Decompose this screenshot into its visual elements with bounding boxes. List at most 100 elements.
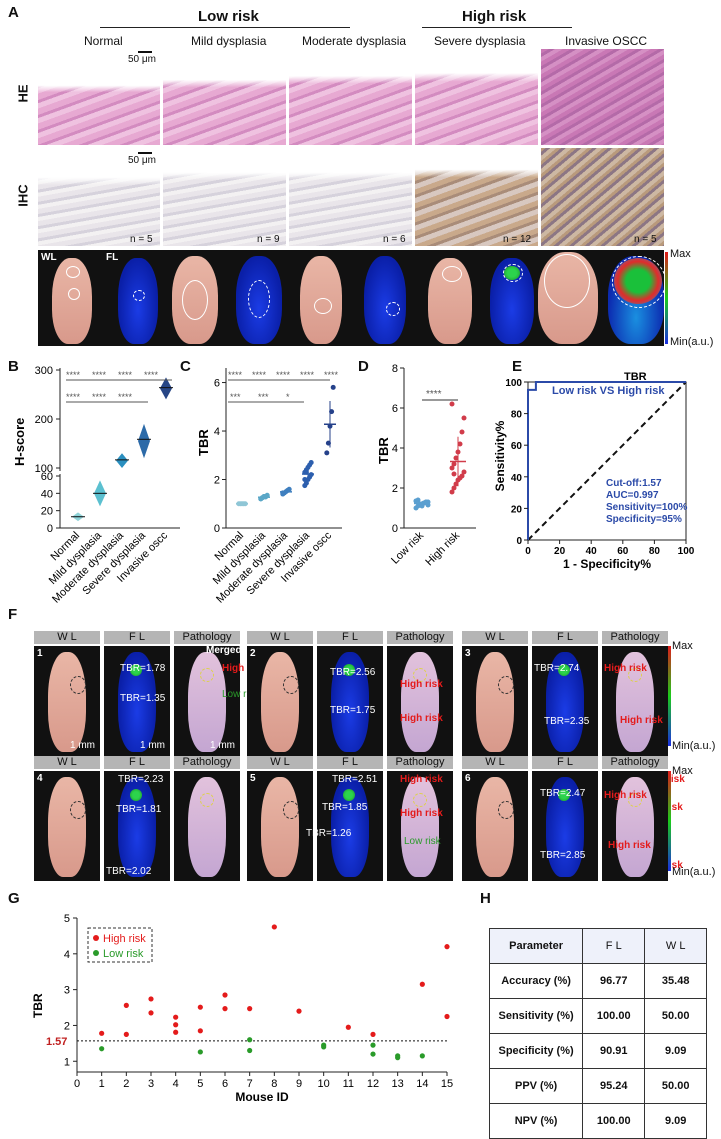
chart-g-point bbox=[123, 1031, 129, 1037]
metrics-table: Parameter F L W L Accuracy (%) 96.77 35.48… bbox=[488, 928, 707, 1139]
chart-c-tick-label: 0 bbox=[214, 523, 220, 535]
chart-g-point bbox=[173, 1014, 179, 1020]
chart-c-point bbox=[286, 486, 292, 492]
chart-e-ytick-label: 80 bbox=[511, 410, 523, 421]
ihc-image-invasive bbox=[541, 148, 664, 246]
chart-g-point bbox=[419, 981, 425, 987]
chart-g-xtick-label: 5 bbox=[197, 1078, 203, 1090]
wl-lesion-circle bbox=[498, 676, 514, 694]
chart-d-point bbox=[413, 498, 419, 504]
pathology-header: Pathology bbox=[387, 631, 453, 644]
chart-e-diagonal bbox=[527, 381, 687, 541]
chart-g-point bbox=[197, 1049, 203, 1055]
pathology-header: Pathology bbox=[387, 756, 453, 769]
colorbar-a bbox=[665, 252, 668, 344]
table-cell: NPV (%) bbox=[488, 1103, 584, 1139]
chart-g-point bbox=[271, 924, 277, 930]
chart-c-point bbox=[302, 477, 308, 483]
chart-g-point bbox=[123, 1002, 129, 1008]
chart-g-point bbox=[197, 1004, 203, 1010]
chart-e-xtick-label: 100 bbox=[678, 546, 695, 557]
chart-g-point bbox=[444, 1013, 450, 1020]
wl-header: W L bbox=[247, 756, 313, 769]
pathology-label: High risk bbox=[608, 840, 651, 851]
chart-g-xtick-label: 2 bbox=[123, 1078, 129, 1090]
chart-g-ytick-label: 3 bbox=[64, 985, 70, 997]
table-header-row: Parameter F L W L bbox=[488, 928, 707, 964]
chart-d-point bbox=[459, 429, 465, 435]
chart-g-cutoff-label: 1.57 bbox=[46, 1036, 67, 1048]
chart-b-sig-label: **** bbox=[66, 370, 81, 380]
chart-g-point bbox=[370, 1051, 376, 1057]
ihc-scale-bar bbox=[138, 152, 152, 154]
chart-c-tick-label: 6 bbox=[214, 378, 220, 390]
pathology-label: High risk bbox=[400, 713, 443, 724]
tongue-wl bbox=[261, 652, 299, 752]
tbr-label: TBR=2.74 bbox=[534, 663, 580, 674]
count-moderate: n = 6 bbox=[383, 234, 406, 245]
chart-b-sig-label: **** bbox=[92, 370, 107, 380]
mouse-id: 4 bbox=[37, 773, 43, 784]
table-cell: 50.00 bbox=[644, 998, 707, 1034]
chart-d-sig: **** bbox=[426, 389, 442, 400]
chart-e-xlabel: 1 - Specificity% bbox=[563, 557, 651, 571]
colorbar-a-max: Max bbox=[670, 248, 691, 260]
he-scale-label: 50 μm bbox=[128, 54, 156, 65]
panel-label-g: G bbox=[8, 890, 20, 907]
chart-e-stat-sens: Sensitivity=100% bbox=[606, 502, 688, 513]
chart-g-point bbox=[99, 1046, 105, 1052]
pathology-label: High risk bbox=[620, 715, 663, 726]
fl-header: F L bbox=[317, 756, 383, 769]
chart-g-xtick-label: 11 bbox=[343, 1078, 354, 1090]
chart-g-point bbox=[370, 1042, 376, 1048]
chart-c-sig-label: **** bbox=[324, 370, 339, 380]
chart-d-point bbox=[451, 461, 457, 467]
chart-e-ytick-label: 20 bbox=[511, 504, 523, 515]
chart-g-point bbox=[370, 1031, 376, 1037]
low-risk-label: Low risk bbox=[198, 8, 259, 25]
chart-c-ylabel: TBR bbox=[196, 429, 211, 456]
pathology-label: High risk bbox=[400, 808, 443, 819]
panel-label-c: C bbox=[180, 358, 191, 375]
ihc-image-severe bbox=[415, 148, 538, 246]
chart-e-ylabel: Sensitivity% bbox=[493, 420, 507, 491]
tongue-wl bbox=[261, 777, 299, 877]
chart-g-ytick-label: 5 bbox=[64, 913, 70, 925]
colorbar-f2-max: Max bbox=[672, 765, 693, 777]
chart-g-point bbox=[197, 1028, 203, 1034]
count-invasive: n = 5 bbox=[634, 234, 657, 245]
wl-lesion-circle bbox=[70, 801, 86, 819]
tbr-label: TBR=1.75 bbox=[330, 705, 376, 716]
wl-lesion-circle bbox=[283, 801, 299, 819]
chart-c-sig-label: *** bbox=[258, 392, 269, 402]
col-normal: Normal bbox=[84, 34, 123, 48]
he-image-severe bbox=[415, 49, 538, 145]
pathology-label: Low risk bbox=[222, 689, 259, 700]
chart-b-violin bbox=[138, 423, 150, 459]
panel-label-a: A bbox=[8, 4, 19, 21]
chart-e-xtick-label: 20 bbox=[554, 546, 566, 557]
pathology-lesion-circle bbox=[200, 793, 214, 807]
legend-label-high: High risk bbox=[103, 933, 146, 945]
chart-g-point bbox=[247, 1037, 253, 1043]
chart-d-point bbox=[461, 469, 467, 475]
panel-label-e: E bbox=[512, 358, 523, 375]
chart-c-point bbox=[330, 384, 336, 390]
chart-e-legend: Low risk VS High risk bbox=[552, 385, 665, 397]
chart-b-tick-label: 20 bbox=[41, 506, 53, 518]
table-cell: 35.48 bbox=[644, 963, 707, 999]
fl-hotspot bbox=[343, 664, 355, 676]
col-mild: Mild dysplasia bbox=[191, 34, 267, 48]
chart-g-point bbox=[148, 996, 154, 1002]
he-image-moderate bbox=[289, 49, 412, 145]
low-risk-bracket bbox=[100, 27, 350, 28]
chart-c-sig-label: **** bbox=[252, 370, 267, 380]
mouse-id: 2 bbox=[250, 648, 256, 659]
legend-dot-low bbox=[93, 950, 99, 956]
chart-c-significance: **** **** **** **** ******* *** * bbox=[228, 370, 339, 403]
wl-header: W L bbox=[34, 756, 100, 769]
table-row: PPV (%) 95.24 50.00 bbox=[488, 1068, 707, 1104]
chart-g-xtick-label: 4 bbox=[173, 1078, 179, 1090]
